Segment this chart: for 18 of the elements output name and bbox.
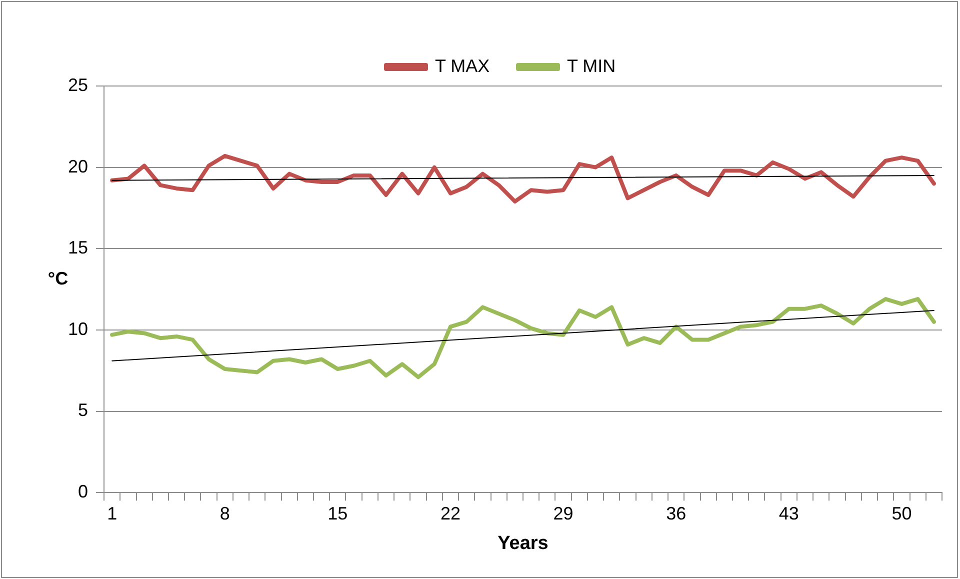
x-tick-label: 36	[666, 503, 686, 524]
y-tick-label: 5	[78, 400, 88, 420]
y-axis-title: °C	[48, 268, 68, 288]
x-tick-label: 29	[553, 503, 574, 524]
y-tick-label: 25	[68, 74, 88, 95]
legend-label: T MAX	[435, 56, 490, 76]
x-tick-label: 22	[440, 503, 461, 524]
x-tick-label: 43	[778, 503, 799, 524]
x-axis-title: Years	[498, 532, 548, 554]
y-tick-label: 20	[68, 156, 88, 176]
legend-label: T MIN	[567, 56, 616, 76]
y-tick-label: 15	[68, 238, 88, 258]
x-tick-label: 15	[328, 503, 348, 524]
y-tick-label: 10	[68, 318, 88, 339]
y-tick-label: 0	[78, 482, 88, 502]
x-tick-label: 1	[107, 503, 118, 524]
x-tick-label: 50	[892, 503, 912, 524]
x-tick-label: 8	[220, 503, 230, 524]
